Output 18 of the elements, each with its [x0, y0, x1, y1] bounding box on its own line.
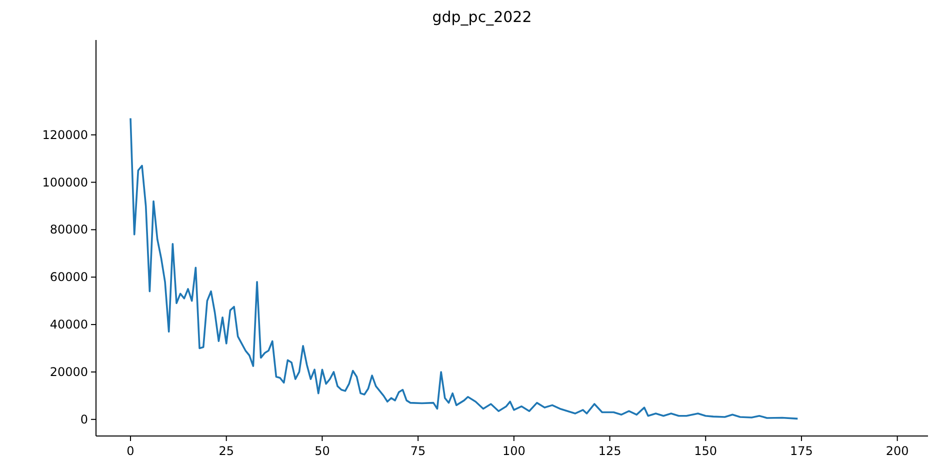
y-tick-label: 40000 [50, 318, 88, 332]
x-tick-label: 175 [790, 444, 813, 458]
x-tick-label: 25 [218, 444, 234, 458]
y-tick-label: 20000 [50, 364, 88, 379]
y-tick-label: 120000 [42, 128, 88, 142]
line-series [130, 117, 799, 420]
y-tick-label: 0 [80, 412, 88, 426]
y-tick-label: 60000 [50, 270, 88, 284]
y-tick-label: 80000 [50, 222, 88, 237]
x-tick-label: 125 [598, 444, 622, 458]
x-tick-label: 150 [694, 444, 718, 458]
y-tick-label: 100000 [42, 175, 88, 190]
x-tick-label: 0 [126, 444, 134, 458]
x-tick-label: 200 [886, 444, 909, 458]
x-tick-label: 75 [410, 444, 426, 458]
chart-title: gdp_pc_2022 [432, 8, 532, 26]
x-tick-label: 100 [502, 444, 526, 458]
x-tick-label: 50 [314, 444, 330, 458]
